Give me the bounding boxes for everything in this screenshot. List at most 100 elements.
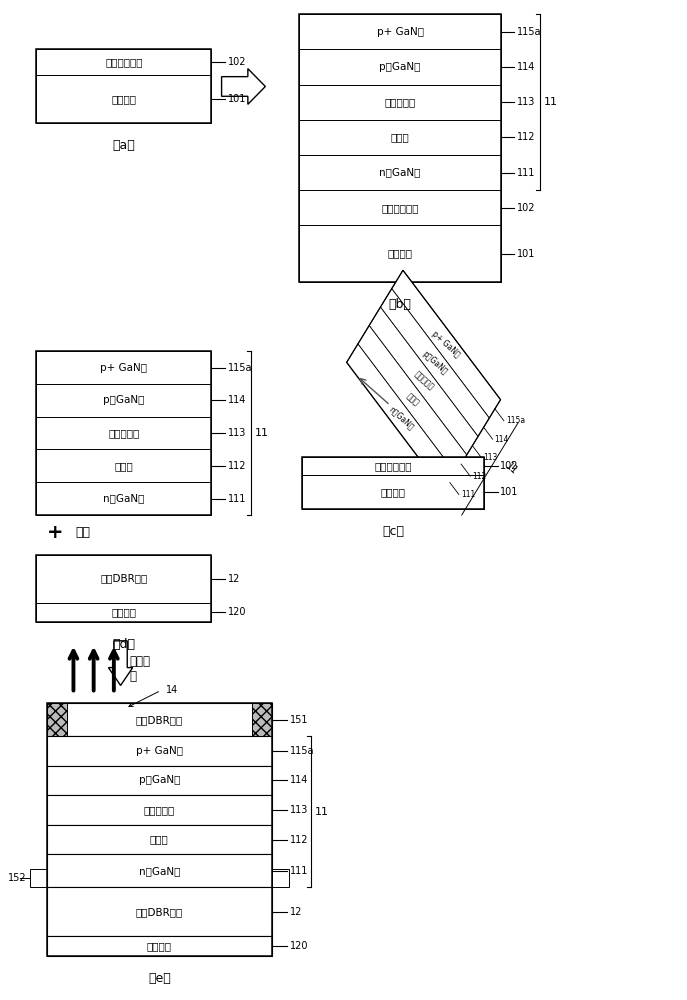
- Text: 120: 120: [290, 941, 308, 951]
- Text: 120: 120: [227, 607, 246, 617]
- Text: 112: 112: [227, 461, 246, 471]
- Bar: [47, 766, 272, 795]
- Bar: [36, 555, 212, 622]
- Bar: [36, 384, 212, 417]
- Bar: [47, 795, 272, 825]
- Text: 单层二维材料: 单层二维材料: [381, 203, 419, 213]
- Text: 单层二维材料: 单层二维材料: [105, 57, 143, 67]
- Bar: [47, 887, 272, 936]
- Text: （e）: （e）: [148, 972, 170, 985]
- Text: 第一DBR结构: 第一DBR结构: [100, 574, 148, 584]
- Text: 111: 111: [517, 168, 536, 178]
- Text: 有源区: 有源区: [150, 835, 169, 845]
- Text: 电子阻挡层: 电子阻挡层: [385, 97, 416, 107]
- Polygon shape: [381, 289, 489, 436]
- Text: 101: 101: [517, 249, 536, 259]
- Text: n型GaN层: n型GaN层: [379, 168, 420, 178]
- Text: 第二DBR结构: 第二DBR结构: [135, 715, 183, 725]
- Bar: [299, 85, 501, 120]
- Text: （b）: （b）: [389, 298, 412, 311]
- Text: p+ GaN层: p+ GaN层: [100, 363, 148, 373]
- Text: 第一DBR结构: 第一DBR结构: [135, 907, 183, 917]
- Text: 第一衬底: 第一衬底: [381, 487, 406, 497]
- Text: 有源区: 有源区: [391, 132, 409, 142]
- Bar: [302, 457, 484, 475]
- Text: 11: 11: [544, 97, 558, 107]
- Bar: [47, 936, 272, 956]
- Bar: [36, 351, 212, 384]
- Text: 115a: 115a: [290, 746, 314, 756]
- Polygon shape: [347, 344, 455, 492]
- Text: 113: 113: [227, 428, 246, 438]
- Text: 115a: 115a: [227, 363, 252, 373]
- Text: 102: 102: [517, 203, 536, 213]
- Text: p+ GaN层: p+ GaN层: [136, 746, 183, 756]
- Text: 111: 111: [290, 866, 308, 876]
- Text: 12: 12: [227, 574, 240, 584]
- Text: p+ GaN层: p+ GaN层: [376, 27, 423, 37]
- Text: p型GaN层: p型GaN层: [379, 62, 420, 72]
- Text: 101: 101: [500, 487, 519, 497]
- Text: 113: 113: [484, 453, 498, 462]
- Text: p型GaN层: p型GaN层: [420, 349, 449, 376]
- Text: 电子阻挡层: 电子阻挡层: [144, 805, 175, 815]
- Bar: [299, 14, 501, 282]
- Text: 激光发
射: 激光发 射: [129, 655, 150, 683]
- Bar: [302, 475, 484, 509]
- Bar: [299, 49, 501, 85]
- Polygon shape: [392, 270, 501, 418]
- Text: 11: 11: [255, 428, 269, 438]
- Text: 114: 114: [290, 775, 308, 785]
- Bar: [47, 703, 272, 736]
- Bar: [30, 869, 47, 887]
- Text: p+ GaN层: p+ GaN层: [430, 329, 462, 359]
- Text: 第一衬底: 第一衬底: [387, 249, 412, 259]
- Text: 115a: 115a: [506, 416, 525, 425]
- Bar: [299, 190, 501, 225]
- Text: 113: 113: [290, 805, 308, 815]
- Text: 101: 101: [227, 94, 246, 104]
- Polygon shape: [109, 641, 133, 685]
- Polygon shape: [369, 307, 478, 455]
- Text: n型GaN层: n型GaN层: [103, 494, 145, 504]
- Bar: [36, 49, 212, 75]
- Text: 111: 111: [461, 490, 475, 499]
- Bar: [36, 482, 212, 515]
- Bar: [47, 825, 272, 854]
- Text: 单层二维材料: 单层二维材料: [374, 461, 412, 471]
- Bar: [252, 703, 272, 736]
- Text: 114: 114: [517, 62, 536, 72]
- Text: 11: 11: [315, 807, 329, 817]
- Text: 114: 114: [227, 395, 246, 405]
- Text: n型GaN层: n型GaN层: [387, 404, 416, 431]
- Bar: [272, 869, 289, 887]
- Text: +: +: [47, 523, 63, 542]
- Text: （d）: （d）: [113, 638, 135, 651]
- Bar: [299, 120, 501, 155]
- Text: 112: 112: [290, 835, 308, 845]
- Text: n型GaN层: n型GaN层: [139, 866, 180, 876]
- Text: 112: 112: [472, 472, 486, 481]
- Bar: [299, 155, 501, 190]
- Bar: [36, 603, 212, 622]
- Text: 14: 14: [166, 685, 179, 695]
- Text: 152: 152: [8, 873, 26, 883]
- Text: （c）: （c）: [382, 525, 404, 538]
- Text: 113: 113: [517, 97, 536, 107]
- Polygon shape: [222, 69, 265, 104]
- Bar: [36, 417, 212, 449]
- Text: 键合: 键合: [76, 526, 91, 539]
- Bar: [36, 351, 212, 515]
- Text: 第一衬底: 第一衬底: [111, 94, 137, 104]
- Bar: [36, 75, 212, 123]
- Text: 有源区: 有源区: [115, 461, 133, 471]
- Bar: [299, 225, 501, 282]
- Bar: [299, 14, 501, 49]
- Bar: [36, 555, 212, 603]
- Bar: [36, 449, 212, 482]
- Polygon shape: [358, 326, 466, 473]
- Text: 115a: 115a: [517, 27, 541, 37]
- Bar: [47, 703, 272, 956]
- Text: p型GaN层: p型GaN层: [103, 395, 145, 405]
- Text: （a）: （a）: [113, 139, 135, 152]
